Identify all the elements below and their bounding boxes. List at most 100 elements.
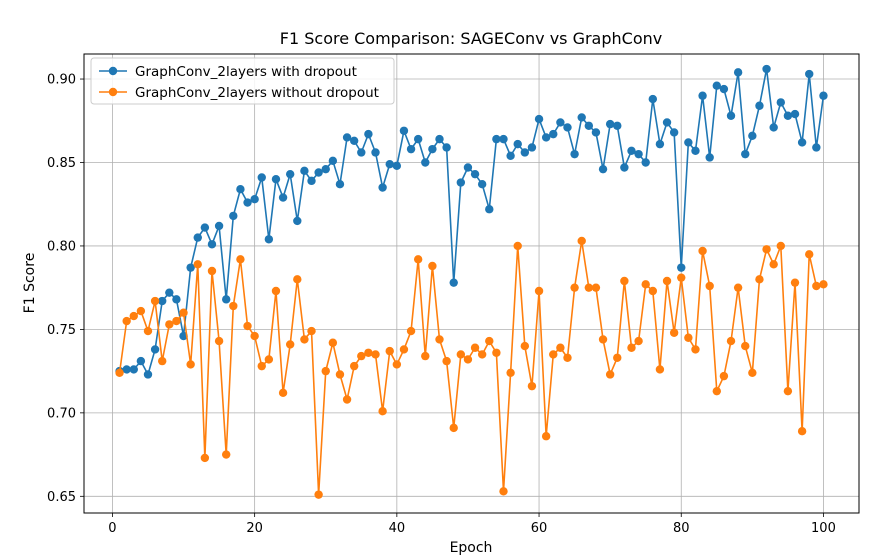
series-1-point <box>741 149 750 159</box>
series-2-point <box>264 355 274 364</box>
series-1 <box>115 64 828 379</box>
series-2-point <box>598 335 608 344</box>
series-2-point <box>385 346 394 356</box>
series-2-point <box>179 308 188 317</box>
series-2-point <box>314 490 323 499</box>
series-1-point <box>805 69 814 79</box>
series-1-point <box>556 118 565 127</box>
series-1-point <box>662 118 672 127</box>
series-2-point <box>762 245 771 254</box>
series-1-point <box>243 198 252 207</box>
series-1-point <box>513 139 522 149</box>
series-1-point <box>179 331 188 341</box>
y-tick-label: 0.90 <box>47 73 76 88</box>
series-1-point <box>584 121 594 130</box>
series-1-point <box>577 113 586 122</box>
series-2-point <box>669 328 679 337</box>
y-axis-title: F1 Score <box>22 253 38 314</box>
series-1-point <box>456 178 466 187</box>
series-2-point <box>449 423 458 433</box>
series-2-point <box>520 341 530 351</box>
series-1-point <box>485 205 494 214</box>
y-tick-label: 0.70 <box>47 406 76 421</box>
series-1-point <box>278 193 288 202</box>
series-2-point <box>513 241 522 251</box>
series-2-point <box>193 260 202 269</box>
series-2-point <box>335 370 345 379</box>
series-2-point <box>726 336 736 346</box>
series-2-point <box>378 406 387 416</box>
series-2-point <box>236 255 245 264</box>
series-2-point <box>392 360 402 369</box>
series-1-point <box>122 365 131 374</box>
series-2-point <box>428 261 437 271</box>
series-2-point <box>769 260 778 269</box>
series-2-point <box>591 283 601 292</box>
series-2-point <box>506 368 515 377</box>
y-tick-label: 0.85 <box>47 156 76 171</box>
series-2-point <box>577 236 586 246</box>
series-2-point <box>741 341 750 351</box>
series-2-point <box>477 350 487 359</box>
series-2-point <box>570 283 579 292</box>
series-2-point <box>278 388 288 398</box>
series-1-point <box>527 143 537 152</box>
legend-swatch-marker <box>108 87 118 97</box>
series-2-point <box>250 331 259 341</box>
series-1-point <box>186 263 195 272</box>
series-1-point <box>470 169 480 179</box>
series-1-point <box>214 221 224 231</box>
series-2-point <box>677 273 686 282</box>
series-1-point <box>428 144 437 154</box>
series-1-point <box>150 345 160 354</box>
series-1-point <box>271 174 281 184</box>
series-2-point <box>470 343 480 352</box>
series-2-point <box>285 340 295 349</box>
series-1-point <box>797 138 807 147</box>
x-tick-label: 0 <box>108 521 116 536</box>
series-2-point <box>812 281 821 291</box>
series-1-point <box>549 129 558 139</box>
series-2-point <box>556 343 565 352</box>
series-1-point <box>613 121 622 130</box>
series-1-point <box>790 109 800 119</box>
y-axis: 0.65 0.70 0.75 0.80 0.85 0.90 <box>47 73 84 505</box>
legend-box <box>90 57 395 105</box>
series-1-point <box>357 148 366 157</box>
series-2-point <box>463 355 473 364</box>
series-2-point <box>129 311 138 321</box>
series-2-point <box>300 335 309 344</box>
series-2-point <box>158 356 167 366</box>
series-1-point <box>655 139 665 149</box>
series-2-point <box>684 333 693 342</box>
series-2-point <box>748 368 757 377</box>
plot-frame <box>83 53 860 514</box>
series-2-point <box>584 283 594 292</box>
series-1-point <box>449 278 458 287</box>
x-tick-label: 40 <box>389 521 406 536</box>
series-2-point <box>150 296 160 306</box>
series-1-point <box>222 295 231 304</box>
series-2-point <box>776 241 785 251</box>
series-1-point <box>783 111 793 120</box>
series-1-point <box>371 148 380 157</box>
series-2-point <box>328 338 338 347</box>
series-2-point <box>527 381 537 391</box>
series-layer <box>115 64 828 499</box>
series-1-point <box>229 211 238 221</box>
series-1-point <box>627 146 636 156</box>
series-2-point <box>662 276 672 286</box>
series-1-point <box>733 68 743 77</box>
series-2-point <box>442 356 451 366</box>
series-2-point <box>563 353 572 362</box>
series-2-point <box>648 286 658 296</box>
series-2-point <box>413 255 423 264</box>
series-1-point <box>684 138 693 147</box>
series-1-point <box>719 84 729 94</box>
chart-title: F1 Score Comparison: SAGEConv vs GraphCo… <box>280 29 662 48</box>
series-2-point <box>207 266 217 276</box>
series-1-point <box>300 166 309 176</box>
series-2-point <box>349 361 359 371</box>
series-1-point <box>264 235 274 244</box>
series-2-point <box>456 350 466 359</box>
